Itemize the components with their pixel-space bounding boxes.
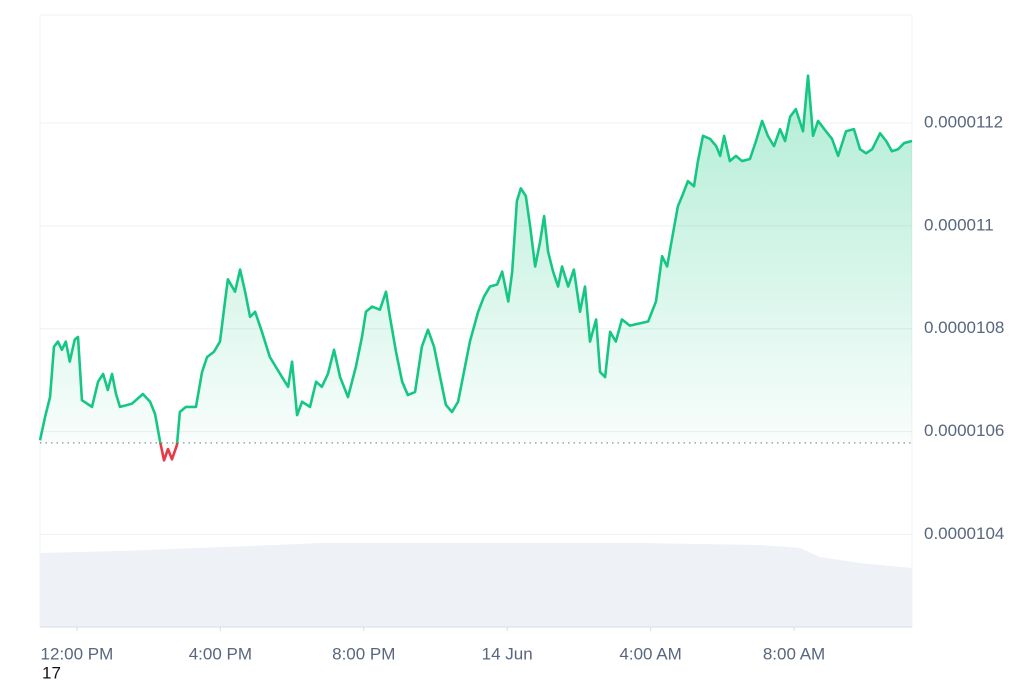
x-tick-label: 4:00 PM [189, 644, 252, 663]
y-tick-label: 0.0000112 [924, 112, 1003, 131]
x-tick-label: 4:00 AM [619, 644, 681, 663]
footer-text: 17 [42, 663, 61, 682]
x-tick-label: 12:00 PM [41, 644, 114, 663]
price-area [40, 75, 912, 461]
y-tick-label: 0.0000104 [924, 524, 1004, 543]
y-tick-label: 0.000011 [924, 215, 994, 234]
y-tick-label: 0.0000106 [924, 421, 1004, 440]
y-tick-label: 0.0000108 [924, 318, 1004, 337]
volume-area [40, 543, 912, 627]
x-tick-label: 8:00 AM [763, 644, 825, 663]
x-tick-label: 8:00 PM [332, 644, 395, 663]
x-tick-label: 14 Jun [482, 644, 533, 663]
price-line [38, 74, 913, 462]
